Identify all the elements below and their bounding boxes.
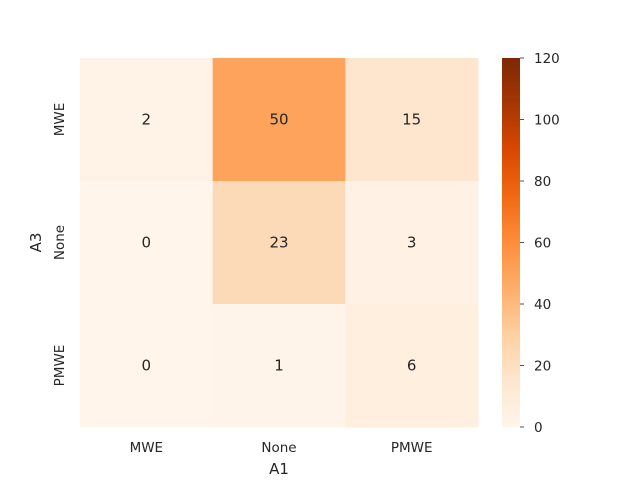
y-tick-label: None xyxy=(52,225,68,260)
heatmap-cell-none-mwe xyxy=(80,181,214,305)
y-tick-label: PMWE xyxy=(52,345,68,387)
cell-value-label: 2 xyxy=(142,111,152,129)
cell-value-label: 6 xyxy=(407,357,417,375)
x-tick-label: None xyxy=(261,440,296,456)
cell-value-label: 23 xyxy=(269,234,288,252)
x-tick-label: MWE xyxy=(130,440,164,456)
cell-value-label: 50 xyxy=(269,111,288,129)
cell-value-label: 0 xyxy=(142,357,152,375)
heatmap-cell-pmwe-pmwe xyxy=(345,304,479,428)
colorbar-tick-label: 80 xyxy=(534,174,551,190)
cell-value-label: 15 xyxy=(402,111,421,129)
heatmap-cell-mwe-none xyxy=(212,58,346,182)
colorbar-tick-label: 120 xyxy=(534,51,560,67)
colorbar-ticks: 0 20 40 60 80 100 120 xyxy=(520,51,560,436)
x-axis-label: A1 xyxy=(269,460,289,478)
colorbar-gradient xyxy=(502,58,520,427)
y-tick-label: MWE xyxy=(52,103,68,137)
y-tick-labels: MWE None PMWE xyxy=(52,103,68,387)
cell-value-label: 1 xyxy=(274,357,284,375)
cell-value-label: 0 xyxy=(142,234,152,252)
colorbar-tick-label: 60 xyxy=(534,236,551,252)
y-axis-label: A3 xyxy=(27,233,45,253)
colorbar-tick-label: 0 xyxy=(534,420,543,436)
colorbar-tick-label: 40 xyxy=(534,297,551,313)
cell-value-label: 3 xyxy=(407,234,417,252)
heatmap-cells: 2 50 15 0 23 3 0 1 6 xyxy=(80,58,479,428)
x-tick-labels: MWE None PMWE xyxy=(130,440,433,456)
heatmap-cell-pmwe-mwe xyxy=(80,304,214,428)
colorbar: 0 20 40 60 80 100 120 xyxy=(502,51,560,436)
heatmap-cell-mwe-mwe xyxy=(80,58,214,182)
x-tick-label: PMWE xyxy=(391,440,433,456)
heatmap-cell-pmwe-none xyxy=(212,304,346,428)
heatmap-cell-none-pmwe xyxy=(345,181,479,305)
colorbar-tick-label: 100 xyxy=(534,113,560,129)
heatmap-cell-none-none xyxy=(212,181,346,305)
heatmap-cell-mwe-pmwe xyxy=(345,58,479,182)
colorbar-tick-label: 20 xyxy=(534,359,551,375)
